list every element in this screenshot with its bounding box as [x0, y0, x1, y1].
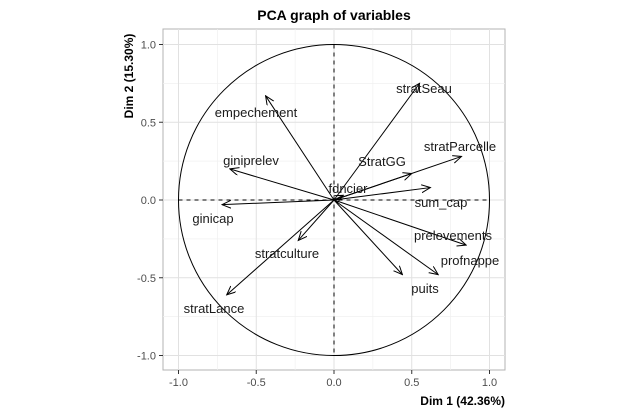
y-tick-label: 0.0 — [141, 195, 156, 207]
label-giniprelev: giniprelev — [223, 153, 279, 168]
x-axis-label: Dim 1 (42.36%) — [420, 394, 505, 408]
x-tick-label: -0.5 — [247, 377, 266, 389]
chart-title: PCA graph of variables — [257, 7, 411, 23]
x-tick-label: 0.0 — [326, 377, 341, 389]
label-ginicap: ginicap — [192, 211, 233, 226]
label-fdncier: fdncier — [328, 181, 368, 196]
x-tick-label: -1.0 — [169, 377, 188, 389]
variable-arrows — [222, 83, 466, 294]
y-tick-label: 0.5 — [141, 117, 156, 129]
arrow-profnappe — [333, 199, 438, 275]
arrow-ginicap — [222, 199, 335, 205]
y-axis-label: Dim 2 (15.30%) — [122, 34, 136, 119]
variable-labels: stratSeau empechement stratParcelle ginipre… — [184, 81, 500, 316]
label-stratParcelle: stratParcelle — [424, 139, 496, 154]
x-tick-label: 1.0 — [482, 377, 497, 389]
label-StratGG: StratGG — [358, 154, 406, 169]
arrow-stratSeau — [333, 83, 420, 201]
x-tick-label: 0.5 — [404, 377, 419, 389]
arrow-giniprelev — [230, 169, 335, 201]
label-profnappe: profnappe — [441, 253, 500, 268]
arrow-sum_cap — [333, 188, 430, 201]
arrow-fdncier — [334, 195, 343, 200]
arrow-empechement — [266, 96, 335, 201]
arrow-stratLance — [227, 199, 335, 295]
label-stratLance: stratLance — [184, 301, 245, 316]
arrow-prelevements — [333, 199, 466, 245]
arrow-stratculture — [298, 199, 335, 240]
arrow-puits — [333, 199, 402, 275]
label-prelevements: prelevements — [414, 228, 493, 243]
y-tick-label: 1.0 — [141, 40, 156, 52]
y-tick-label: -0.5 — [137, 273, 156, 285]
y-tick-label: -1.0 — [137, 351, 156, 363]
label-puits: puits — [411, 281, 439, 296]
arrow-StratGG — [333, 174, 412, 201]
label-sum_cap: sum_cap — [415, 195, 468, 210]
label-stratSeau: stratSeau — [396, 81, 452, 96]
label-empechement: empechement — [215, 105, 298, 120]
label-stratculture: stratculture — [255, 246, 319, 261]
correlation-circle — [178, 44, 490, 356]
